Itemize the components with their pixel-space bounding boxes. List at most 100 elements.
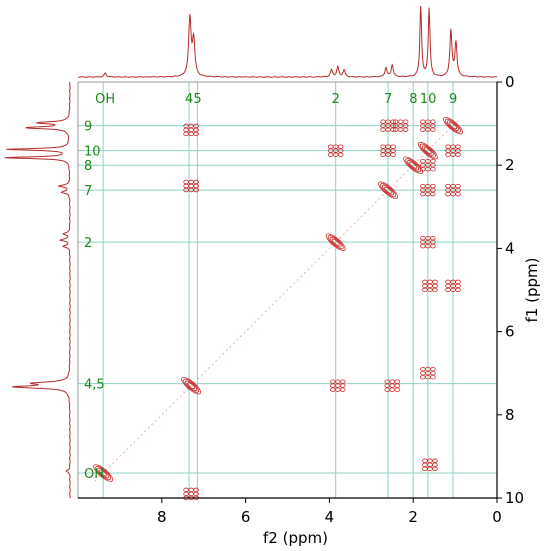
cross-contour-ring	[432, 458, 438, 463]
cross-peak-12	[420, 183, 436, 197]
cross-contour-ring	[430, 371, 436, 376]
x-tick-label-1: 6	[241, 508, 251, 526]
cross-contour-ring	[390, 127, 396, 132]
cross-contour-ring	[420, 183, 426, 189]
cross-contour-ring	[430, 367, 436, 372]
cross-contour-ring	[380, 144, 386, 149]
assignment-label-7: 9	[449, 92, 457, 107]
cross-contour-ring	[339, 387, 346, 392]
diagonal-contour-ring	[329, 236, 342, 248]
diagonal-contour-ring	[327, 235, 344, 250]
cross-contour-ring	[394, 387, 401, 392]
diagonal-contour-ring	[423, 147, 432, 155]
cross-contour-ring	[397, 127, 404, 132]
cross-contour-ring	[420, 191, 426, 197]
cross-contour-ring	[339, 379, 346, 384]
cross-contour-ring	[380, 119, 386, 124]
diagonal-contour-ring	[187, 382, 196, 390]
cross-contour-ring	[337, 144, 344, 149]
cross-contour-ring	[445, 287, 451, 293]
diagonal-contour-ring	[181, 376, 202, 395]
cross-contour-ring	[389, 387, 396, 392]
cross-contour-ring	[329, 387, 336, 392]
cross-contour-ring	[445, 283, 451, 289]
cross-contour-ring	[430, 183, 436, 189]
cross-contour-ring	[380, 152, 386, 157]
diagonal-contour-ring	[405, 158, 422, 173]
cross-contour-ring	[422, 466, 428, 471]
assignment-label-4: 7	[384, 92, 392, 107]
diagonal-contour-ring	[331, 238, 340, 246]
cross-contour-ring	[430, 127, 436, 132]
cross-contour-ring	[420, 158, 426, 164]
cross-contour-ring	[420, 367, 426, 372]
y-tick-label-3: 6	[505, 323, 515, 341]
cross-peak-23	[422, 458, 438, 471]
assignment-guide-lines	[78, 82, 497, 498]
cross-peak-19	[384, 379, 401, 392]
f2-projection-spectrum	[77, 5, 498, 78]
diagonal-trace	[94, 119, 460, 482]
cross-peak-16	[420, 158, 436, 172]
cross-peak-17	[183, 179, 199, 193]
assignment-label-6: 10	[420, 92, 437, 107]
cross-contour-ring	[422, 283, 428, 289]
cross-peak-8	[420, 235, 436, 249]
cross-contour-ring	[432, 279, 438, 285]
diagonal-contour-ring	[380, 183, 397, 198]
cross-contour-ring	[384, 387, 391, 392]
cross-contour-ring	[420, 127, 426, 132]
cross-contour-ring	[183, 487, 189, 493]
cross-contour-ring	[430, 166, 436, 172]
cross-contour-ring	[455, 152, 461, 157]
cross-contour-ring	[329, 383, 336, 388]
cross-contour-ring	[422, 462, 428, 467]
contour-peaks	[93, 116, 463, 501]
y-tick-label-4: 8	[505, 406, 515, 424]
cross-peak-18	[183, 123, 199, 137]
cross-peak-6	[93, 464, 114, 482]
cross-contour-ring	[445, 279, 451, 285]
row-label-4: 2	[84, 236, 92, 251]
cross-contour-ring	[430, 158, 436, 164]
row-label-3: 7	[84, 184, 92, 199]
diagonal-contour-ring	[421, 145, 434, 156]
y-tick-label-1: 2	[505, 156, 515, 174]
diagonal-contour-ring	[185, 380, 198, 391]
diagonal-contour-ring	[384, 186, 393, 194]
x-tick-label-0: 8	[157, 508, 167, 526]
cross-contour-ring	[422, 458, 428, 463]
cross-contour-ring	[455, 287, 461, 293]
cross-peak-14	[420, 119, 436, 132]
cross-contour-ring	[445, 144, 451, 149]
cross-contour-ring	[402, 127, 409, 132]
diagonal-contour-ring	[449, 122, 458, 130]
cross-contour-ring	[329, 379, 336, 384]
cross-contour-ring	[420, 375, 426, 380]
cross-contour-ring	[430, 119, 436, 124]
cross-contour-ring	[445, 183, 451, 189]
diagonal-contour-ring	[93, 464, 114, 482]
cross-contour-ring	[455, 283, 461, 289]
y-tick-label-2: 4	[505, 239, 515, 257]
diagonal-contour-ring	[378, 181, 399, 199]
y-axis-title: f1 (ppm)	[523, 258, 541, 323]
cross-contour-ring	[183, 131, 189, 137]
cross-contour-ring	[394, 379, 401, 384]
diagonal-contour-ring	[445, 118, 461, 133]
diagonal-contour-ring	[183, 378, 200, 393]
cross-contour-ring	[193, 187, 199, 193]
x-tick-label-2: 4	[325, 508, 335, 526]
cross-peak-15	[445, 144, 461, 157]
cross-contour-ring	[402, 119, 409, 124]
row-label-2: 8	[84, 159, 92, 174]
cross-contour-ring	[394, 383, 401, 388]
cross-contour-ring	[445, 191, 451, 197]
diagonal-contour-ring	[447, 120, 459, 131]
diagonal-contour-ring	[407, 159, 420, 171]
x-tick-label-4: 0	[492, 508, 502, 526]
